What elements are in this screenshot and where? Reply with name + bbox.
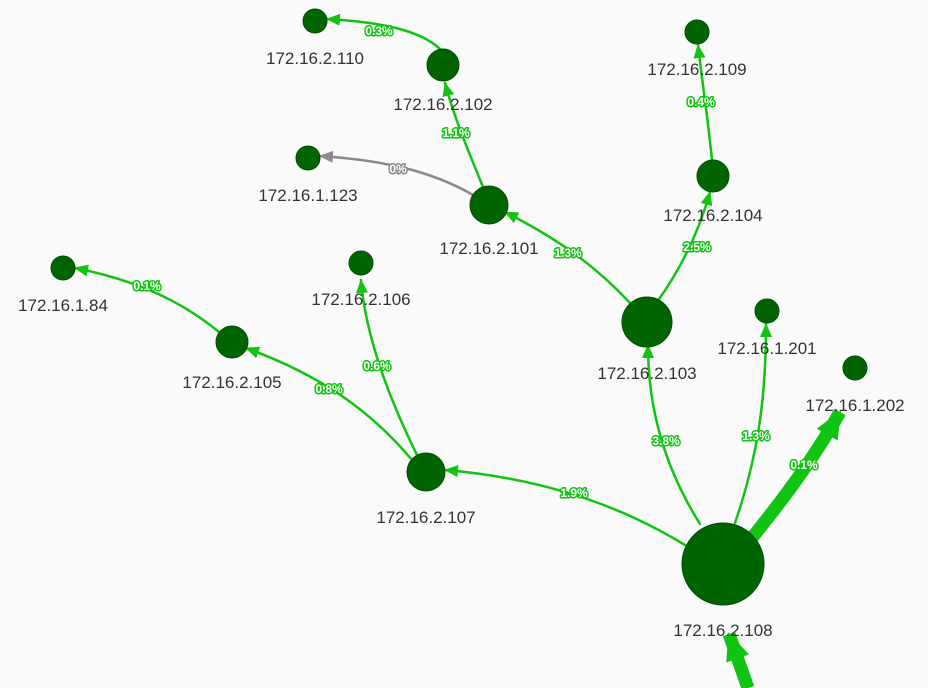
node-172-16-1-84[interactable]	[50, 255, 76, 281]
edge-107-to-105[interactable]	[244, 346, 414, 462]
edge-label-105-84: 0.1%	[133, 279, 161, 293]
edge-label-104-109: 0.4%	[687, 95, 715, 109]
node-172-16-1-201[interactable]	[754, 298, 780, 324]
node-172-16-1-123[interactable]	[295, 145, 321, 171]
edge-label-103-101: 1.3%	[554, 246, 582, 260]
edge-108-to-107[interactable]	[443, 465, 687, 547]
node-label-172-16-2-101: 172.16.2.101	[439, 239, 538, 258]
edge-108-to-201[interactable]	[733, 322, 772, 525]
edge-103-to-104[interactable]	[655, 190, 713, 304]
edge-label-108-202: 0.1%	[790, 458, 818, 472]
edge-102-to-110[interactable]	[325, 13, 442, 51]
edge-label-108-201: 1.3%	[742, 429, 770, 443]
node-label-172-16-1-201: 172.16.1.201	[717, 339, 816, 358]
node-172-16-2-105[interactable]	[215, 325, 249, 359]
edge-108-to-103[interactable]	[642, 343, 702, 526]
node-172-16-2-101[interactable]	[469, 185, 509, 225]
edge-labels-layer: 0.1% 1.9% 0.8% 0.1% 0.6% 3.8% 1.3% 1.3% …	[132, 23, 820, 502]
node-label-172-16-2-109: 172.16.2.109	[647, 60, 746, 79]
node-label-172-16-1-123: 172.16.1.123	[258, 186, 357, 205]
node-label-172-16-2-106: 172.16.2.106	[311, 290, 410, 309]
edge-label-102-110: 0.3%	[365, 24, 393, 38]
node-172-16-1-202[interactable]	[842, 355, 868, 381]
node-label-172-16-2-105: 172.16.2.105	[182, 373, 281, 392]
node-172-16-2-104[interactable]	[696, 159, 730, 193]
node-label-172-16-2-102: 172.16.2.102	[393, 95, 492, 114]
edge-label-107-105: 0.8%	[315, 382, 343, 396]
node-labels-layer: 172.16.2.108 172.16.2.107 172.16.2.105 1…	[18, 49, 905, 640]
node-label-172-16-2-110: 172.16.2.110	[266, 49, 364, 68]
node-label-172-16-2-104: 172.16.2.104	[663, 206, 762, 225]
edge-incoming-108[interactable]	[722, 631, 755, 688]
edge-105-to-84[interactable]	[73, 264, 221, 334]
node-label-172-16-2-107: 172.16.2.107	[376, 508, 475, 527]
node-label-172-16-1-84: 172.16.1.84	[18, 296, 108, 315]
node-172-16-2-108[interactable]	[681, 522, 765, 606]
node-172-16-2-109[interactable]	[684, 19, 710, 45]
edge-103-to-101[interactable]	[503, 210, 632, 305]
node-label-172-16-2-103: 172.16.2.103	[597, 364, 696, 383]
nodes-layer	[50, 8, 868, 606]
edge-label-101-102: 1.1%	[442, 126, 470, 140]
node-172-16-2-110[interactable]	[302, 8, 328, 34]
edge-label-103-104: 2.5%	[683, 240, 711, 254]
edge-101-to-102[interactable]	[442, 81, 485, 189]
edge-101-to-123[interactable]	[318, 150, 475, 197]
edge-107-to-106[interactable]	[356, 278, 419, 457]
edge-label-101-123: 0%	[389, 162, 407, 176]
node-172-16-2-106[interactable]	[348, 250, 374, 276]
edge-label-108-107: 1.9%	[560, 486, 588, 500]
node-172-16-2-103[interactable]	[621, 296, 673, 348]
node-172-16-2-107[interactable]	[406, 452, 446, 492]
node-label-172-16-2-108: 172.16.2.108	[673, 621, 772, 640]
edge-104-to-109[interactable]	[693, 43, 714, 162]
edge-label-107-106: 0.6%	[363, 359, 391, 373]
node-172-16-2-102[interactable]	[426, 48, 460, 82]
edge-label-108-103: 3.8%	[652, 434, 680, 448]
node-label-172-16-1-202: 172.16.1.202	[805, 396, 904, 415]
